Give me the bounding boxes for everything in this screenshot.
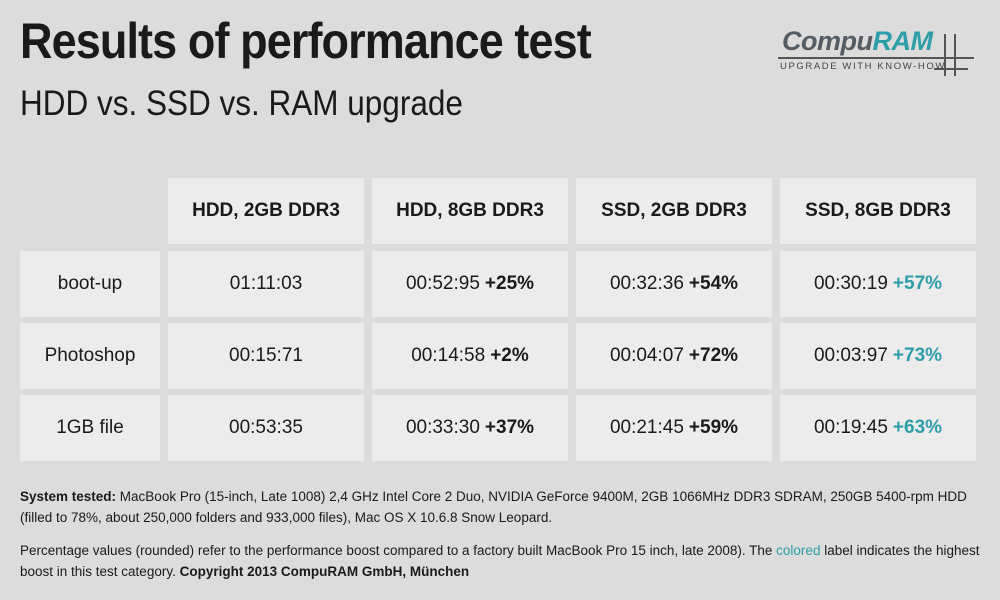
logo-grid-v2: [954, 34, 956, 76]
cell-time: 00:21:45: [609, 417, 684, 438]
cell-percent: +63%: [892, 417, 943, 438]
system-text: MacBook Pro (15-inch, Late 1008) 2,4 GHz…: [20, 489, 967, 525]
table-cell: 00:03:97 +73%: [780, 323, 976, 389]
table-cell: 00:19:45 +63%: [780, 395, 976, 461]
compuram-logo: CompuRAM UPGRADE WITH KNOW-HOW: [778, 26, 974, 76]
cell-percent: +54%: [688, 273, 739, 294]
cell-time: 00:52:95: [405, 273, 480, 294]
page-title: Results of performance test: [20, 13, 592, 69]
system-label: System tested:: [20, 489, 117, 504]
column-header-label: SSD, 8GB DDR3: [805, 200, 951, 221]
table-cell: 01:11:03: [168, 251, 364, 317]
cell-percent: +2%: [490, 345, 529, 366]
column-header: SSD, 8GB DDR3: [780, 178, 976, 244]
cell-time: 00:14:58: [411, 345, 486, 366]
column-header: HDD, 8GB DDR3: [372, 178, 568, 244]
cell-time: 00:30:19: [813, 273, 888, 294]
logo-grid-v1: [944, 34, 946, 76]
cell-time: 00:03:97: [813, 345, 888, 366]
table-cell: 00:14:58 +2%: [372, 323, 568, 389]
table-cell: 00:30:19 +57%: [780, 251, 976, 317]
cell-percent: +73%: [892, 345, 943, 366]
cell-percent: +72%: [688, 345, 739, 366]
column-header: SSD, 2GB DDR3: [576, 178, 772, 244]
table-cell: 00:15:71: [168, 323, 364, 389]
logo-tagline: UPGRADE WITH KNOW-HOW: [780, 61, 946, 72]
cell-percent: +25%: [484, 273, 535, 294]
cell-time: 00:33:30: [405, 417, 480, 438]
cell-percent: +37%: [484, 417, 535, 438]
row-label: Photoshop: [20, 323, 160, 389]
logo-name-part2: RAM: [872, 26, 933, 56]
logo-name: CompuRAM: [782, 26, 933, 57]
logo-grid-h: [934, 68, 968, 70]
logo-rule: [778, 57, 974, 59]
table-cell: 00:53:35: [168, 395, 364, 461]
cell-time: 00:32:36: [609, 273, 684, 294]
cell-time: 00:19:45: [813, 417, 888, 438]
note-colored: colored: [776, 543, 821, 558]
table-cell: 00:33:30 +37%: [372, 395, 568, 461]
row-label-text: boot-up: [57, 273, 123, 294]
column-header-label: SSD, 2GB DDR3: [601, 200, 747, 221]
cell-time: 00:04:07: [609, 345, 684, 366]
note-text-2: label indicates the highest boost in thi…: [20, 543, 980, 579]
table-cell: 00:32:36 +54%: [576, 251, 772, 317]
row-label-text: Photoshop: [44, 345, 136, 366]
logo-name-part1: Compu: [782, 26, 873, 56]
cell-percent: +57%: [892, 273, 943, 294]
note-text-1: Percentage values (rounded) refer to the…: [20, 543, 777, 558]
copyright: Copyright 2013 CompuRAM GmbH, München: [179, 564, 470, 579]
table-cell: 00:52:95 +25%: [372, 251, 568, 317]
table-cell: 00:21:45 +59%: [576, 395, 772, 461]
cell-time: 00:53:35: [229, 417, 303, 438]
row-label-text: 1GB file: [56, 417, 124, 438]
system-info: System tested: MacBook Pro (15-inch, Lat…: [20, 486, 980, 528]
column-header: HDD, 2GB DDR3: [168, 178, 364, 244]
table-cell: 00:04:07 +72%: [576, 323, 772, 389]
column-header-label: HDD, 8GB DDR3: [396, 200, 544, 221]
cell-time: 01:11:03: [229, 273, 303, 294]
cell-time: 00:15:71: [229, 345, 303, 366]
row-label: boot-up: [20, 251, 160, 317]
column-header-label: HDD, 2GB DDR3: [192, 200, 340, 221]
row-label: 1GB file: [20, 395, 160, 461]
footnote: Percentage values (rounded) refer to the…: [20, 540, 980, 582]
cell-percent: +59%: [688, 417, 739, 438]
page-subtitle: HDD vs. SSD vs. RAM upgrade: [20, 84, 463, 123]
